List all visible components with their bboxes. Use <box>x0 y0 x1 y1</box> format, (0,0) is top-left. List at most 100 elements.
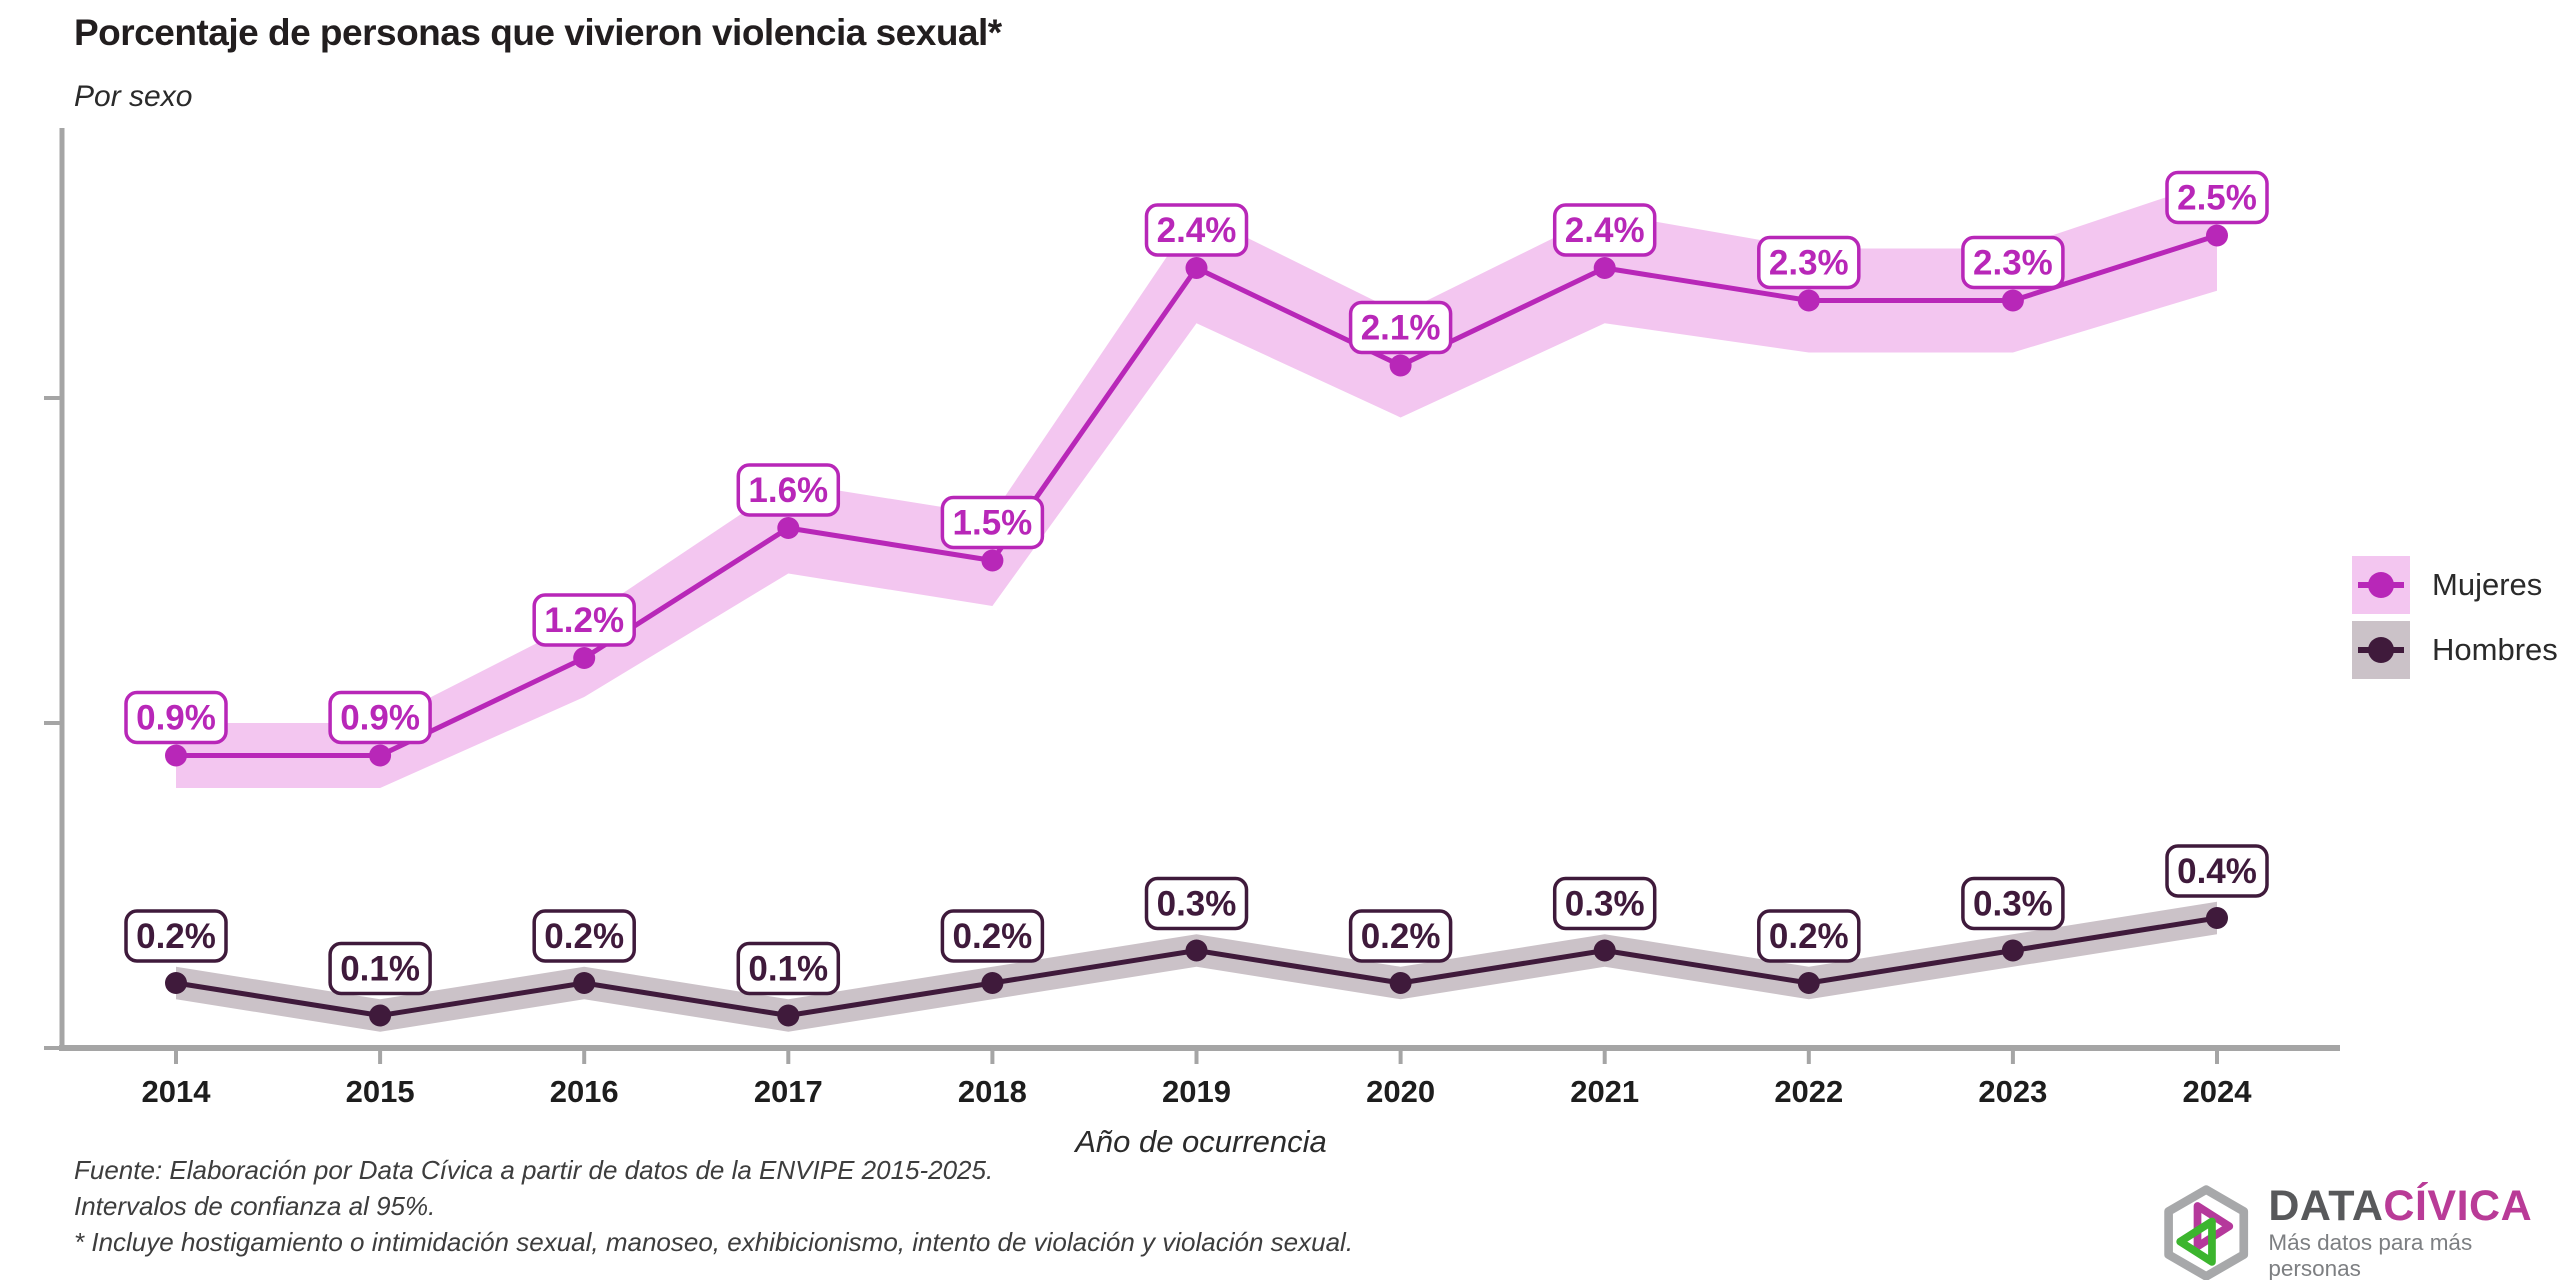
brand-data: DATA <box>2268 1182 2384 1230</box>
hombres-point <box>1389 972 1412 994</box>
source-line: Fuente: Elaboración por Data Cívica a pa… <box>74 1155 994 1185</box>
mujeres-data-label: 1.6% <box>748 471 828 510</box>
legend-key-hombres-icon <box>2352 621 2410 679</box>
mujeres-point <box>2001 289 2024 312</box>
brand-tagline: Más datos para más personas <box>2268 1230 2473 1280</box>
hombres-data-label: 0.1% <box>340 950 420 989</box>
hombres-point <box>2001 939 2024 962</box>
hombres-point <box>1797 972 1820 994</box>
brand-name: DATACÍVICA <box>2268 1184 2560 1228</box>
datacivica-logo-icon <box>2164 1185 2249 1280</box>
mujeres-data-label: 1.2% <box>544 601 624 640</box>
hombres-data-label: 0.3% <box>1973 885 2053 924</box>
chart-legend: Mujeres Hombres <box>2352 556 2558 679</box>
confidence-note: Intervalos de confianza al 95%. <box>74 1191 436 1221</box>
legend-label-hombres: Hombres <box>2432 632 2558 667</box>
mujeres-data-label-box <box>328 690 432 745</box>
hombres-data-label: 0.2% <box>1769 917 1849 956</box>
definition-note: * Incluye hostigamiento o intimidación s… <box>74 1227 1354 1257</box>
mujeres-data-label-box <box>736 463 841 517</box>
legend-key-mujeres-icon <box>2352 556 2410 614</box>
mujeres-point <box>1797 289 1820 312</box>
x-tick-label: 2018 <box>958 1074 1027 1109</box>
hombres-data-label-box <box>1348 909 1453 963</box>
hombres-data-label-box <box>328 941 432 996</box>
mujeres-point <box>2206 224 2228 247</box>
legend-label-mujeres: Mujeres <box>2432 567 2543 602</box>
hombres-data-label: 0.3% <box>1157 885 1237 924</box>
x-tick-label: 2020 <box>1366 1074 1435 1109</box>
x-tick-label: 2019 <box>1162 1074 1231 1109</box>
mujeres-data-label-box <box>1961 235 2065 290</box>
mujeres-data-label: 0.9% <box>340 699 420 738</box>
hombres-point <box>777 1004 800 1027</box>
hombres-data-label: 0.2% <box>953 917 1033 956</box>
mujeres-data-label-box <box>1144 203 1249 257</box>
mujeres-data-label-box <box>124 690 228 745</box>
hombres-data-label: 0.1% <box>748 950 828 989</box>
hombres-data-label: 0.2% <box>1361 917 1441 956</box>
hombres-data-label-box <box>940 909 1045 963</box>
mujeres-data-label-box <box>1552 203 1657 257</box>
mujeres-data-label-box <box>940 495 1045 550</box>
mujeres-data-label-box <box>1757 235 1861 290</box>
x-tick-label: 2023 <box>1978 1074 2047 1109</box>
x-tick-label: 2021 <box>1570 1074 1639 1109</box>
mujeres-point <box>573 647 596 669</box>
hombres-data-label-box <box>1144 876 1249 931</box>
hombres-data-label: 0.2% <box>136 917 216 956</box>
x-tick-label: 2014 <box>142 1074 212 1109</box>
hombres-data-label: 0.2% <box>544 917 624 956</box>
mujeres-point <box>165 744 187 767</box>
x-tick-label: 2016 <box>550 1074 619 1109</box>
mujeres-data-label: 2.5% <box>2177 179 2257 218</box>
mujeres-data-label: 0.9% <box>136 699 216 738</box>
mujeres-data-label: 2.1% <box>1361 309 1441 348</box>
hombres-data-label-box <box>1552 876 1657 931</box>
mujeres-confidence-band <box>176 180 2217 788</box>
source-note: Fuente: Elaboración por Data Cívica a pa… <box>74 1152 1353 1260</box>
x-axis-title: Año de ocurrencia <box>1073 1124 1327 1159</box>
mujeres-point <box>981 549 1004 572</box>
mujeres-data-label: 2.4% <box>1565 211 1645 250</box>
hombres-data-label-box <box>532 909 636 963</box>
hombres-data-label-box <box>1757 909 1861 963</box>
mujeres-point <box>777 517 800 539</box>
mujeres-point <box>1389 354 1412 377</box>
hombres-point <box>1593 939 1616 962</box>
hombres-data-label-box <box>1961 876 2065 931</box>
mujeres-data-label: 1.5% <box>953 504 1033 543</box>
datacivica-logo-text: DATACÍVICA Más datos para más personas <box>2268 1184 2560 1280</box>
hombres-data-label-box <box>2165 844 2269 898</box>
hombres-data-label-box <box>124 909 228 963</box>
mujeres-data-label-box <box>2165 170 2269 225</box>
datacivica-logo: DATACÍVICA Más datos para más personas <box>2158 1183 2560 1280</box>
series-mujeres: 0.9% 0.9% 1.2% 1.6% 1.5% 2.4% 2.1% 2.4% 2.3% 2.3%… <box>124 170 2269 788</box>
brand-civica: CÍVICA <box>2383 1182 2533 1230</box>
mujeres-data-label-box <box>1348 300 1453 355</box>
x-tick-label: 2024 <box>2183 1074 2253 1109</box>
page-title: Porcentaje de personas que vivieron viol… <box>74 12 1002 53</box>
hombres-data-label: 0.3% <box>1565 885 1645 924</box>
hombres-point <box>165 972 187 994</box>
hombres-point <box>369 1004 392 1027</box>
legend-item-mujeres: Mujeres <box>2352 556 2558 614</box>
x-tick-label: 2022 <box>1774 1074 1843 1109</box>
mujeres-point <box>369 744 392 767</box>
hombres-point <box>573 972 596 994</box>
hombres-data-label-box <box>736 941 841 996</box>
mujeres-data-label: 2.4% <box>1157 211 1237 250</box>
mujeres-data-label: 2.3% <box>1973 244 2053 283</box>
x-tick-label: 2017 <box>754 1074 823 1109</box>
hombres-data-label: 0.4% <box>2177 852 2257 891</box>
mujeres-point <box>1185 257 1208 279</box>
legend-item-hombres: Hombres <box>2352 621 2558 679</box>
hombres-point <box>1185 939 1208 962</box>
page-subtitle: Por sexo <box>74 80 193 113</box>
mujeres-data-label: 2.3% <box>1769 244 1849 283</box>
series-hombres: 0.2% 0.1% 0.2% 0.1% 0.2% 0.3% 0.2% 0.3% 0.2% 0.3%… <box>124 844 2269 1032</box>
hombres-point <box>981 972 1004 994</box>
mujeres-point <box>1593 257 1616 279</box>
mujeres-data-label-box <box>532 593 636 647</box>
